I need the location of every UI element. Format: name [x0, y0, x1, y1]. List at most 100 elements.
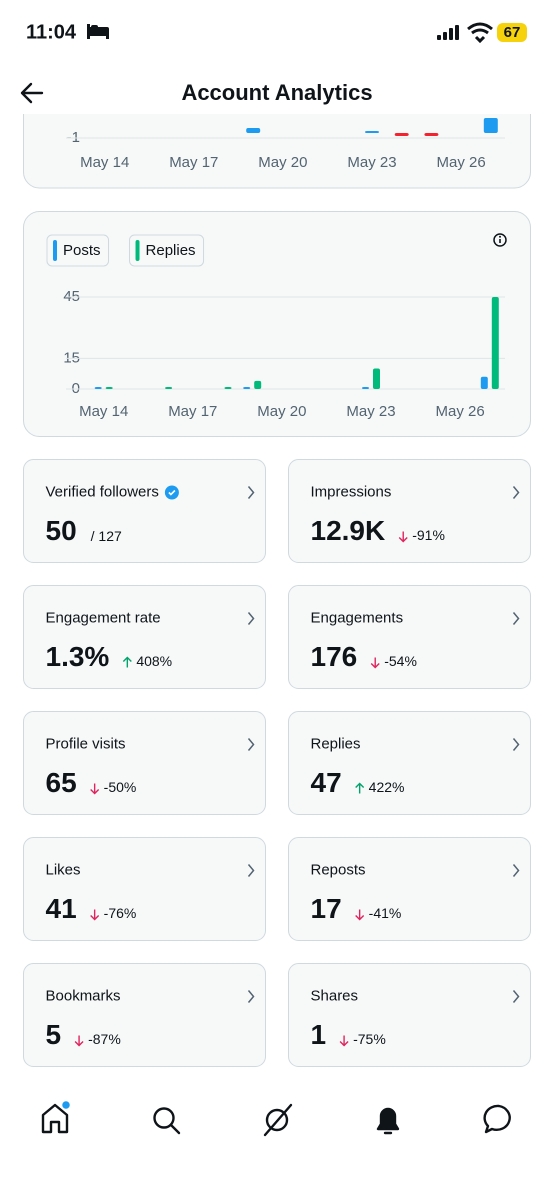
- metric-value: 5: [46, 1019, 62, 1050]
- metric-label: Shares: [311, 987, 359, 1004]
- bar: [483, 118, 498, 133]
- metric-card[interactable]: [23, 459, 266, 563]
- metric-change: -75%: [353, 1031, 386, 1047]
- metric-card[interactable]: [288, 585, 531, 689]
- metric-card[interactable]: [23, 585, 266, 689]
- metric-label: Replies: [311, 735, 361, 752]
- x-tick-label: May 23: [346, 403, 395, 420]
- bar: [254, 380, 262, 389]
- status-time: 11:04: [26, 21, 77, 43]
- bar: [362, 386, 369, 389]
- x-tick-label: May 26: [436, 154, 485, 171]
- bar: [165, 386, 173, 389]
- info-icon[interactable]: [493, 233, 507, 247]
- bottom-nav: [41, 1099, 511, 1137]
- metric-value: 41: [46, 893, 77, 924]
- metric-label: Bookmarks: [46, 987, 121, 1004]
- chevron: [247, 738, 255, 751]
- activity-chart: 0 15 45 May 14 May 17 May 20 May 23 May 26 Posts…: [46, 234, 505, 420]
- bar: [394, 133, 409, 136]
- trend-arrow: [74, 1035, 84, 1047]
- trend-arrow: [355, 782, 365, 794]
- metric-card[interactable]: [288, 711, 531, 815]
- bar: [365, 131, 379, 133]
- chevron: [247, 864, 255, 877]
- bar: [491, 297, 499, 389]
- legend-chip[interactable]: [46, 234, 110, 267]
- metric-card[interactable]: [288, 963, 531, 1067]
- metric-value: 12.9K: [311, 515, 386, 546]
- x-tick-label: May 17: [168, 403, 217, 420]
- metric-value: 176: [311, 641, 358, 672]
- x-tick-label: May 14: [80, 154, 129, 171]
- metric-change: 408%: [136, 653, 172, 669]
- verified-check: [168, 489, 176, 496]
- metric-value: 17: [311, 893, 342, 924]
- nav-notifications[interactable]: [376, 1107, 400, 1135]
- metric-label: Likes: [46, 861, 81, 878]
- y-tick-label: 15: [63, 349, 80, 366]
- bar: [243, 386, 251, 389]
- legend-label: Replies: [146, 242, 196, 259]
- metric-card[interactable]: [23, 837, 266, 941]
- metric-label: Engagement rate: [46, 609, 161, 626]
- chevron: [512, 612, 520, 625]
- metric-card[interactable]: [288, 459, 531, 563]
- metric-card[interactable]: [23, 711, 266, 815]
- trend-arrow: [398, 531, 408, 543]
- activity-chart-card: [23, 211, 531, 437]
- metric-card[interactable]: [288, 837, 531, 941]
- metric-change: -54%: [384, 653, 417, 669]
- bar: [224, 386, 232, 389]
- page-title: Account Analytics: [181, 80, 372, 105]
- y-tick-label: -1: [67, 129, 80, 146]
- legend-label: Posts: [63, 242, 101, 259]
- metric-change: -87%: [88, 1031, 121, 1047]
- metric-change: -50%: [104, 779, 137, 795]
- bar: [424, 133, 439, 136]
- metric-value: 50: [46, 515, 77, 546]
- metric-label: Impressions: [311, 483, 392, 500]
- legend-chip[interactable]: [129, 234, 205, 267]
- y-tick-label: 0: [72, 380, 80, 397]
- metric-total: / 127: [91, 528, 122, 544]
- metric-cards: Verified followers 50 / 127 Impressions 12.9…: [23, 459, 531, 1067]
- legend-swatch: [135, 240, 140, 261]
- header-bg: [0, 0, 554, 114]
- legend-swatch: [53, 240, 57, 261]
- metric-card[interactable]: [23, 963, 266, 1067]
- trend-arrow: [370, 657, 380, 669]
- chevron: [247, 612, 255, 625]
- bar: [246, 128, 261, 133]
- chevron: [512, 990, 520, 1003]
- sleep-icon: [87, 24, 109, 39]
- metric-label: Verified followers: [46, 483, 159, 500]
- bar: [94, 386, 102, 389]
- x-tick-label: May 20: [257, 403, 306, 420]
- back-button[interactable]: [20, 82, 44, 104]
- nav-home-dot: [60, 1099, 72, 1111]
- nav-messages[interactable]: [483, 1104, 511, 1134]
- y-tick-label: 45: [63, 288, 80, 305]
- metric-change: -41%: [369, 905, 402, 921]
- nav-home[interactable]: [41, 1103, 69, 1134]
- metric-change: -76%: [104, 905, 137, 921]
- x-tick-label: May 14: [79, 403, 128, 420]
- chevron: [247, 486, 255, 499]
- metric-value: 47: [311, 767, 342, 798]
- battery: [497, 23, 527, 42]
- metric-change: -91%: [412, 527, 445, 543]
- metric-value: 1.3%: [46, 641, 110, 672]
- trend-arrow: [339, 1035, 349, 1047]
- signal-icon: [437, 25, 459, 40]
- nav-search[interactable]: [153, 1107, 175, 1129]
- metric-label: Reposts: [311, 861, 366, 878]
- battery-level: 67: [504, 24, 521, 41]
- bar: [105, 386, 113, 389]
- wifi-icon: [467, 22, 493, 44]
- chevron: [512, 738, 520, 751]
- nav-grok[interactable]: [265, 1108, 289, 1132]
- trend-arrow: [90, 783, 100, 795]
